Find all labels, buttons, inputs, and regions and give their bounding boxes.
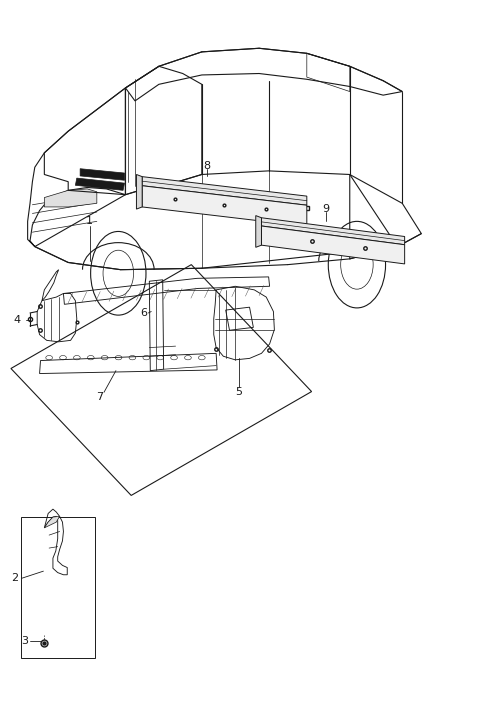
Polygon shape xyxy=(80,169,124,180)
Text: 5: 5 xyxy=(236,387,242,397)
Text: 6: 6 xyxy=(140,308,147,318)
Text: 1: 1 xyxy=(86,216,93,227)
Text: 4: 4 xyxy=(13,315,20,325)
Polygon shape xyxy=(262,218,405,245)
Polygon shape xyxy=(142,189,154,196)
Polygon shape xyxy=(256,216,262,248)
Text: 2: 2 xyxy=(11,573,18,584)
Polygon shape xyxy=(136,174,142,209)
Polygon shape xyxy=(142,186,307,227)
Polygon shape xyxy=(44,189,97,207)
Polygon shape xyxy=(44,516,60,528)
Polygon shape xyxy=(75,178,124,190)
Bar xyxy=(22,517,96,657)
Polygon shape xyxy=(142,177,307,205)
Polygon shape xyxy=(262,226,405,264)
Text: 7: 7 xyxy=(96,392,103,402)
Text: 9: 9 xyxy=(323,204,329,214)
Text: 3: 3 xyxy=(21,636,28,646)
Text: 8: 8 xyxy=(203,161,210,171)
